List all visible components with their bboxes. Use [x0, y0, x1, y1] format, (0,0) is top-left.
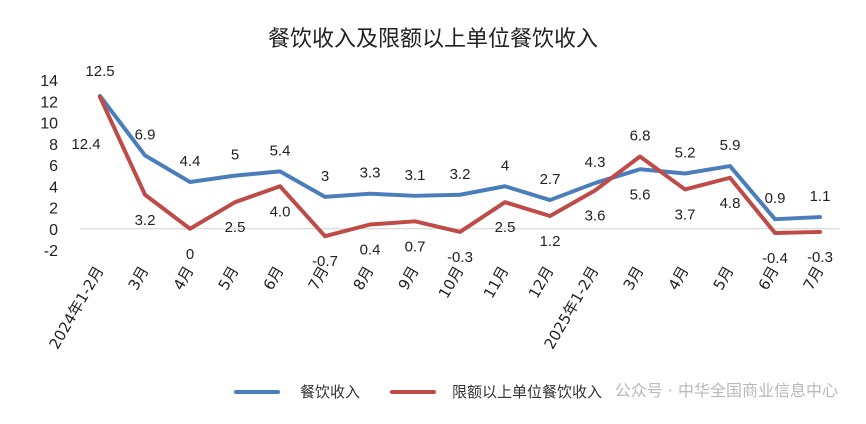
- data-label-series-1: 5.2: [675, 145, 696, 162]
- x-tick-label: 3月: [125, 263, 153, 293]
- x-tick-label: 11月: [480, 263, 513, 302]
- data-label-series-2: 2.5: [225, 219, 246, 236]
- data-labels: 12.5 6.9 4.4 5 5.4 3 3.3 3.1 3.2 4 2.7 4.3 5.6 5.2 5.9…: [71, 63, 833, 270]
- x-tick-label: 5月: [710, 263, 738, 293]
- data-label-series-1: 5.9: [720, 137, 741, 154]
- y-tick-label: 0: [49, 222, 58, 239]
- data-label-series-1: 2.7: [540, 171, 561, 188]
- x-tick-label: 7月: [800, 263, 828, 293]
- chart-title: 餐饮收入及限额以上单位餐饮收入: [268, 27, 598, 52]
- x-axis: 2024年1-2月 3月 4月 5月 6月 7月 8月 9月 10月 11月 12月2025年1-2…: [46, 263, 828, 352]
- data-label-series-2: -0.7: [312, 253, 338, 270]
- data-label-series-1: 5.4: [270, 142, 291, 159]
- data-label-series-1: 4: [501, 157, 509, 174]
- x-tick-label: 10月: [435, 263, 468, 302]
- y-tick-label: 10: [40, 116, 58, 133]
- data-label-series-2: -0.4: [762, 250, 788, 267]
- x-tick-label: 2024年1-2月: [46, 263, 108, 352]
- data-label-series-1: 3: [321, 168, 329, 185]
- x-tick-label: 8月: [350, 263, 378, 293]
- x-tick-label: 6月: [260, 263, 288, 293]
- data-label-series-2: 1.2: [540, 233, 561, 250]
- data-label-series-1: 4.3: [585, 154, 606, 171]
- data-label-series-1: 3.1: [405, 167, 426, 184]
- data-label-series-1: 1.1: [810, 188, 831, 205]
- x-tick-label: 4月: [665, 263, 693, 293]
- data-label-series-2: 3.6: [585, 208, 606, 225]
- x-tick-label: 5月: [215, 263, 243, 293]
- data-label-series-2: 0: [186, 246, 194, 263]
- data-label-series-2: 4.0: [270, 203, 291, 220]
- data-label-series-2: 3.7: [675, 206, 696, 223]
- series-line-1: [98, 93, 822, 222]
- data-label-series-2: 0.4: [360, 242, 381, 259]
- y-tick-label: 4: [49, 179, 58, 196]
- x-tick-label: 9月: [395, 263, 423, 293]
- y-tick-label: 12: [40, 94, 58, 111]
- data-label-series-2: 0.7: [405, 238, 426, 255]
- data-label-series-2: 2.5: [495, 219, 516, 236]
- x-tick-label: 12月: [525, 263, 558, 302]
- y-axis: -2 0 2 4 6 8 10 12 14: [40, 73, 58, 260]
- x-tick-label: 3月: [620, 263, 648, 293]
- series-line-2: [98, 95, 822, 239]
- data-label-series-1: 4.4: [180, 153, 201, 170]
- legend: 餐饮收入 限额以上单位餐饮收入: [234, 383, 602, 401]
- data-label-series-1: 6.9: [135, 126, 156, 143]
- data-label-series-2: 12.4: [71, 136, 100, 153]
- data-label-series-1: 5: [231, 147, 239, 164]
- data-label-series-2: 4.8: [720, 195, 741, 212]
- watermark-text: 公众号 · 中华全国商业信息中心: [615, 381, 838, 400]
- y-tick-label: 6: [49, 158, 58, 175]
- data-label-series-1: 5.6: [630, 186, 651, 203]
- y-tick-label: 8: [49, 137, 58, 154]
- x-tick-label: 6月: [755, 263, 783, 293]
- series-lines: [98, 93, 822, 239]
- y-tick-label: 14: [40, 73, 58, 90]
- data-label-series-1: 3.2: [450, 166, 471, 183]
- data-label-series-2: -0.3: [447, 249, 473, 266]
- data-label-series-2: 3.2: [135, 212, 156, 229]
- data-label-series-1: 3.3: [360, 165, 381, 182]
- data-label-series-1: 12.5: [85, 63, 114, 80]
- data-label-series-1: 0.9: [765, 190, 786, 207]
- data-label-series-2: 6.8: [630, 128, 651, 145]
- legend-label-series-2: 限额以上单位餐饮收入: [452, 383, 602, 401]
- legend-label-series-1: 餐饮收入: [300, 383, 360, 401]
- data-label-series-2: -0.3: [807, 249, 833, 266]
- y-tick-label: -2: [44, 243, 58, 260]
- x-tick-label: 4月: [170, 263, 198, 293]
- y-tick-label: 2: [49, 201, 58, 218]
